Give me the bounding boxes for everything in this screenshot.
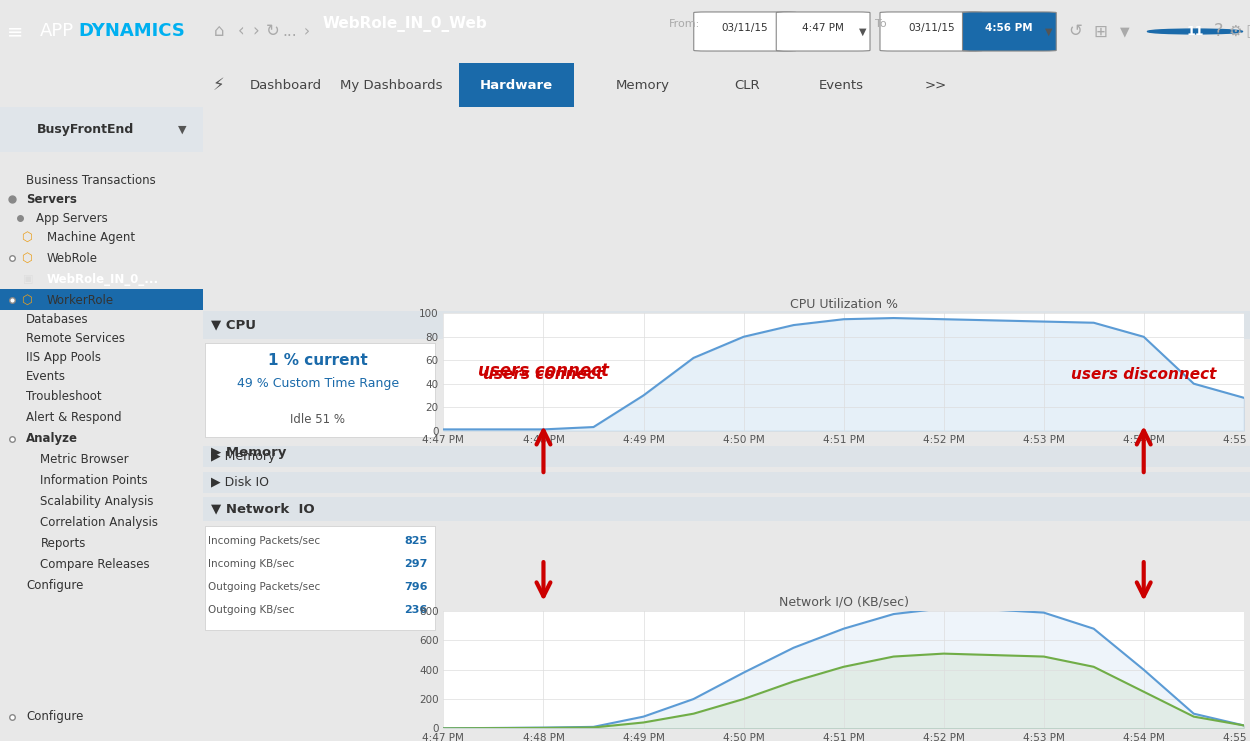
Text: ›: › <box>253 22 260 41</box>
Text: ▼: ▼ <box>177 124 186 135</box>
Text: ▶ Memory: ▶ Memory <box>211 445 286 459</box>
Text: Compare Releases: Compare Releases <box>40 558 150 571</box>
Text: 👤: 👤 <box>1246 24 1250 39</box>
Text: Correlation Analysis: Correlation Analysis <box>40 516 159 529</box>
Text: Servers: Servers <box>26 193 78 206</box>
FancyBboxPatch shape <box>0 107 202 152</box>
Text: ▼: ▼ <box>1120 25 1130 38</box>
Text: ?: ? <box>1214 22 1224 41</box>
Text: users connect: users connect <box>484 367 604 382</box>
Text: users disconnect: users disconnect <box>1071 367 1216 382</box>
Text: Incoming Packets/sec: Incoming Packets/sec <box>208 536 320 546</box>
Text: users connect: users connect <box>478 362 609 379</box>
Text: WebRole_IN_0_Web: WebRole_IN_0_Web <box>322 16 488 32</box>
FancyBboxPatch shape <box>694 12 796 51</box>
FancyBboxPatch shape <box>202 472 1250 493</box>
Text: ⬡: ⬡ <box>21 293 31 307</box>
FancyBboxPatch shape <box>202 497 1250 521</box>
Text: 03/11/15: 03/11/15 <box>721 24 769 33</box>
FancyBboxPatch shape <box>962 12 1056 51</box>
Text: App Servers: App Servers <box>36 212 109 225</box>
Text: Configure: Configure <box>26 711 84 723</box>
Text: Analyze: Analyze <box>26 432 79 445</box>
Text: APP: APP <box>40 22 74 41</box>
Text: ▶ Disk IO: ▶ Disk IO <box>211 476 269 488</box>
Text: ⬡: ⬡ <box>21 231 31 244</box>
Text: Machine Agent: Machine Agent <box>46 231 135 244</box>
FancyBboxPatch shape <box>202 311 1250 339</box>
Text: Scalability Analysis: Scalability Analysis <box>40 495 154 508</box>
Text: 1 % current: 1 % current <box>268 353 368 368</box>
Text: 796: 796 <box>404 582 428 592</box>
Text: 297: 297 <box>404 559 428 569</box>
Text: WorkerRole: WorkerRole <box>46 293 114 307</box>
Text: IIS App Pools: IIS App Pools <box>26 350 101 364</box>
Title: Network I/O (KB/sec): Network I/O (KB/sec) <box>779 596 909 608</box>
Text: My Dashboards: My Dashboards <box>340 79 442 92</box>
Text: ▼ CPU: ▼ CPU <box>211 319 256 331</box>
Circle shape <box>1148 29 1242 34</box>
Text: ⚡: ⚡ <box>213 76 224 94</box>
FancyBboxPatch shape <box>205 343 435 437</box>
FancyBboxPatch shape <box>880 12 983 51</box>
Text: Idle 51 %: Idle 51 % <box>290 413 345 425</box>
Text: BusyFrontEnd: BusyFrontEnd <box>36 123 134 136</box>
Text: To: To <box>875 19 886 29</box>
Text: 236: 236 <box>405 605 428 615</box>
Text: ⬡: ⬡ <box>21 252 31 265</box>
Text: 49 % Custom Time Range: 49 % Custom Time Range <box>236 376 399 390</box>
Text: Incoming KB/sec: Incoming KB/sec <box>208 559 294 569</box>
Text: ⌂: ⌂ <box>214 22 224 41</box>
Text: ▣: ▣ <box>22 274 34 284</box>
Text: ‹: ‹ <box>238 22 245 41</box>
Text: ▼: ▼ <box>1045 27 1052 36</box>
FancyBboxPatch shape <box>205 525 435 630</box>
Text: From:: From: <box>669 19 700 29</box>
Text: 03/11/15: 03/11/15 <box>908 24 955 33</box>
FancyBboxPatch shape <box>776 12 870 51</box>
Text: Memory: Memory <box>615 79 670 92</box>
Text: ↻: ↻ <box>265 22 280 41</box>
Text: ›: › <box>304 24 309 39</box>
Text: Troubleshoot: Troubleshoot <box>26 391 102 404</box>
Text: 825: 825 <box>405 536 428 546</box>
Text: ▶ Memory: ▶ Memory <box>211 450 275 463</box>
Text: >>: >> <box>925 79 948 92</box>
Text: Events: Events <box>26 370 66 382</box>
Text: Business Transactions: Business Transactions <box>26 174 156 187</box>
Text: ▼ Network  IO: ▼ Network IO <box>211 502 315 516</box>
Text: WebRole_IN_0_...: WebRole_IN_0_... <box>46 273 159 285</box>
Text: 4:47 PM: 4:47 PM <box>801 24 844 33</box>
Text: ...: ... <box>282 24 298 39</box>
Text: WebRole: WebRole <box>46 252 98 265</box>
Text: ↺: ↺ <box>1068 22 1082 41</box>
Text: Reports: Reports <box>40 536 86 550</box>
Text: Configure: Configure <box>26 579 84 591</box>
Text: Outgoing Packets/sec: Outgoing Packets/sec <box>208 582 320 592</box>
Text: ⚙: ⚙ <box>1229 24 1241 39</box>
Text: ≡: ≡ <box>6 22 24 41</box>
FancyBboxPatch shape <box>202 446 1250 468</box>
Text: Metric Browser: Metric Browser <box>40 453 129 466</box>
Text: 4:56 PM: 4:56 PM <box>985 24 1032 33</box>
Text: Alert & Respond: Alert & Respond <box>26 411 122 425</box>
Text: 11: 11 <box>1186 25 1204 38</box>
Text: Hardware: Hardware <box>480 79 554 92</box>
Text: Events: Events <box>819 79 864 92</box>
Text: DYNAMICS: DYNAMICS <box>79 22 186 41</box>
Title: CPU Utilization %: CPU Utilization % <box>790 298 898 310</box>
Text: CLR: CLR <box>735 79 760 92</box>
Text: Dashboard: Dashboard <box>250 79 322 92</box>
FancyBboxPatch shape <box>0 289 202 310</box>
Text: Remote Services: Remote Services <box>26 331 125 345</box>
Text: Information Points: Information Points <box>40 474 149 487</box>
Text: ⊞: ⊞ <box>1092 22 1108 41</box>
FancyBboxPatch shape <box>459 63 574 107</box>
Text: Outgoing KB/sec: Outgoing KB/sec <box>208 605 294 615</box>
Text: ▼: ▼ <box>859 27 866 36</box>
Text: Databases: Databases <box>26 313 89 325</box>
